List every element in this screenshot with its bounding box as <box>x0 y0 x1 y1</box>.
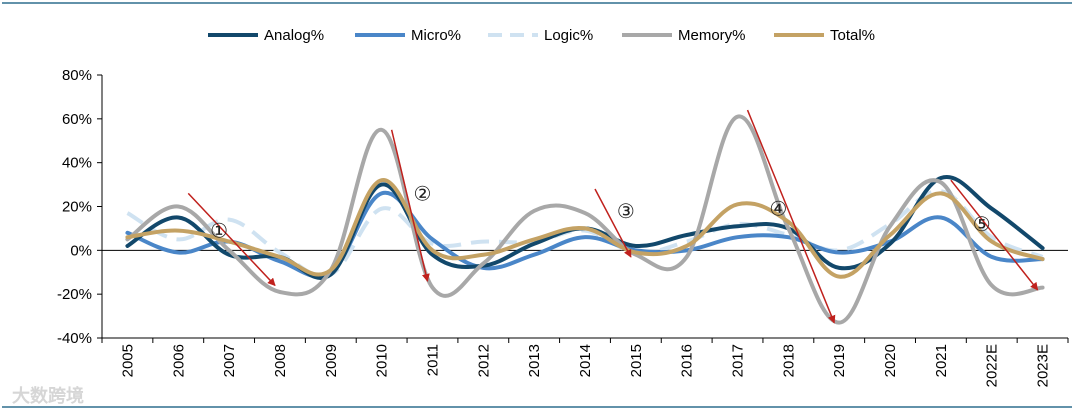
y-tick-label: 20% <box>62 199 92 216</box>
x-tick-label: 2020 <box>882 344 899 377</box>
x-tick-label: 2007 <box>221 344 238 377</box>
series-line-logic <box>126 189 1044 279</box>
y-tick-label: -20% <box>57 286 92 303</box>
legend-label: Total% <box>830 27 875 44</box>
x-tick-label: 2016 <box>679 344 696 377</box>
x-tick-label: 2022E <box>984 344 1001 387</box>
legend: Analog% Micro% Logic% Memory% Total% <box>208 27 875 44</box>
x-tick-label: 2023E <box>1035 344 1052 387</box>
series-lines <box>125 114 1045 325</box>
x-tick-label: 2009 <box>323 344 340 377</box>
y-tick-label: 60% <box>62 111 92 128</box>
y-tick-label: -40% <box>57 330 92 347</box>
annotations: ① ② ③ ④ ⑤ <box>210 181 991 242</box>
annotation-label: ④ <box>769 197 787 221</box>
trend-arrow <box>187 192 276 287</box>
x-tick-label: 2006 <box>170 344 187 377</box>
watermark: 大数跨境 <box>12 385 84 407</box>
annotation-label: ⑤ <box>973 212 991 236</box>
x-tick-label: 2014 <box>577 344 594 377</box>
x-tick-label: 2018 <box>780 344 797 377</box>
x-tick-label: 2008 <box>272 344 289 377</box>
x-tick-label: 2021 <box>933 344 950 377</box>
legend-label: Analog% <box>264 27 324 44</box>
annotation-label: ③ <box>617 199 635 223</box>
trend-arrows <box>187 109 1039 324</box>
trend-arrow <box>950 179 1039 291</box>
trend-arrow <box>390 129 430 282</box>
legend-label: Logic% <box>544 27 593 44</box>
x-tick-label: 2012 <box>475 344 492 377</box>
axes: -40% -20% 0% 20% 40% 60% 80% 2005 2006 2007 2008 20… <box>57 67 1069 387</box>
y-tick-label: 40% <box>62 155 92 172</box>
x-tick-label: 2010 <box>374 344 391 377</box>
annotation-label: ① <box>210 219 228 243</box>
x-tick-label: 2013 <box>526 344 543 377</box>
x-tick-label: 2011 <box>424 344 441 376</box>
x-tick-label: 2005 <box>119 344 136 377</box>
y-tick-label: 0% <box>70 242 92 259</box>
x-tick-label: 2017 <box>730 344 747 377</box>
series-line-total <box>125 178 1045 279</box>
legend-label: Micro% <box>411 27 461 44</box>
watermark-text: 大数跨境 <box>12 385 84 407</box>
series-line-memory <box>125 114 1045 325</box>
annotation-label: ② <box>414 181 432 205</box>
y-tick-label: 80% <box>62 67 92 84</box>
trend-arrow <box>746 109 836 324</box>
x-tick-label: 2019 <box>831 344 848 377</box>
legend-label: Memory% <box>678 27 746 44</box>
trend-arrow <box>594 188 632 258</box>
x-tick-label: 2015 <box>628 344 645 377</box>
